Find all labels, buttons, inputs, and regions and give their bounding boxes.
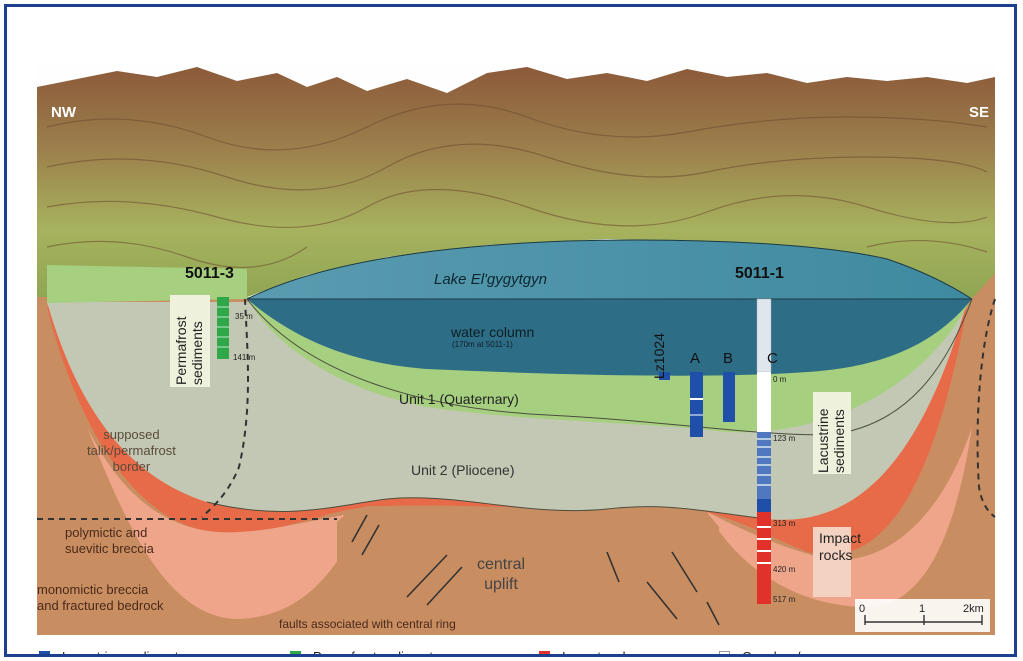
monomictic-breccia-layer <box>87 427 367 619</box>
lacustrine-swatch <box>39 650 50 654</box>
polymictic-breccia-label: polymictic and suevitic breccia <box>65 525 154 556</box>
permafrost-box-label: Permafrost sediments <box>173 316 205 385</box>
legend-impact-label: Impact rock <box>562 648 630 657</box>
direction-nw-label: NW <box>51 104 76 121</box>
faults-label: faults associated with central ring <box>279 617 456 631</box>
scale-two-label: 2km <box>963 603 984 615</box>
terrain-ridges <box>46 103 988 269</box>
depth-123m-label: 123 m <box>773 434 796 443</box>
site-5011-3-label: 5011-3 <box>185 265 234 282</box>
impact-swatch <box>539 650 550 654</box>
depth-420m-label: 420 m <box>773 565 796 574</box>
scale-one-label: 1 <box>919 603 926 615</box>
figure-frame: NW SE 5011-3 5011-1 Lake El'gygytgyn wat… <box>4 4 1017 657</box>
cross-section-diagram <box>37 55 996 635</box>
depth-517m-label: 517 m <box>773 595 796 604</box>
legend-permafrost-label: Permafrost sediments <box>313 648 440 657</box>
core-hole-c <box>756 298 772 604</box>
water-column-layer <box>247 299 972 376</box>
depth-35m-label: 35 m <box>235 312 253 321</box>
permafrost-swatch <box>290 650 301 654</box>
terrain-relief <box>37 67 995 299</box>
core-lz1024 <box>659 372 670 380</box>
impact-box-label: Impact rocks <box>819 530 862 563</box>
legend-lacustrine-label: Lacustrine sediments <box>62 648 185 657</box>
depth-0m-label: 0 m <box>773 375 787 384</box>
core-5011-3 <box>217 297 229 359</box>
impact-box-bg <box>813 527 851 597</box>
depth-313m-label: 313 m <box>773 519 796 528</box>
legend-core-loss-label: Core loss/gap <box>742 648 823 657</box>
water-column-note: (170m at 5011-1) <box>452 340 513 349</box>
site-5011-1-label: 5011-1 <box>735 265 784 282</box>
lacustrine-box-bg <box>813 392 851 474</box>
unit1-label: Unit 1 (Quaternary) <box>399 391 519 407</box>
lake-name-label: Lake El'gygytgyn <box>434 271 547 288</box>
scale-zero-label: 0 <box>859 603 866 615</box>
core-b-label: B <box>723 350 734 367</box>
core-hole-a <box>690 372 703 437</box>
talik-border-label: supposed talik/permafrost border <box>87 427 176 474</box>
core-loss-swatch <box>719 650 730 654</box>
monomictic-breccia-right <box>707 427 972 607</box>
core-c-label: C <box>767 350 778 367</box>
legend-impact: Impact rock <box>539 647 630 657</box>
core-a-label: A <box>690 350 701 367</box>
monomictic-breccia-label: monomictic breccia and fractured bedrock <box>37 582 164 613</box>
layer-boundaries <box>206 298 973 520</box>
talik-border-line <box>37 298 996 520</box>
legend-permafrost: Permafrost sediments <box>290 647 440 657</box>
lacustrine-box-label: Lacustrine sediments <box>815 408 847 473</box>
permafrost-box-bg <box>170 295 210 387</box>
scale-bar <box>855 599 990 632</box>
central-uplift-label: central uplift <box>477 556 526 593</box>
unit1-left-wedge <box>47 265 247 303</box>
core-hole-b <box>723 372 735 422</box>
unit2-label: Unit 2 (Pliocene) <box>411 462 515 478</box>
depth-141m-label: 141 m <box>233 353 256 362</box>
fault-lines <box>351 514 720 626</box>
lake-surface <box>246 239 974 300</box>
legend-core-loss: Core loss/gap <box>719 647 823 657</box>
right-slope <box>972 273 995 635</box>
direction-se-label: SE <box>969 104 990 121</box>
central-uplift-block <box>337 497 719 635</box>
core-lz1024-label: Lz1024 <box>651 333 667 379</box>
water-column-label: water column <box>451 324 535 340</box>
legend-lacustrine: Lacustrine sediments <box>39 647 185 657</box>
